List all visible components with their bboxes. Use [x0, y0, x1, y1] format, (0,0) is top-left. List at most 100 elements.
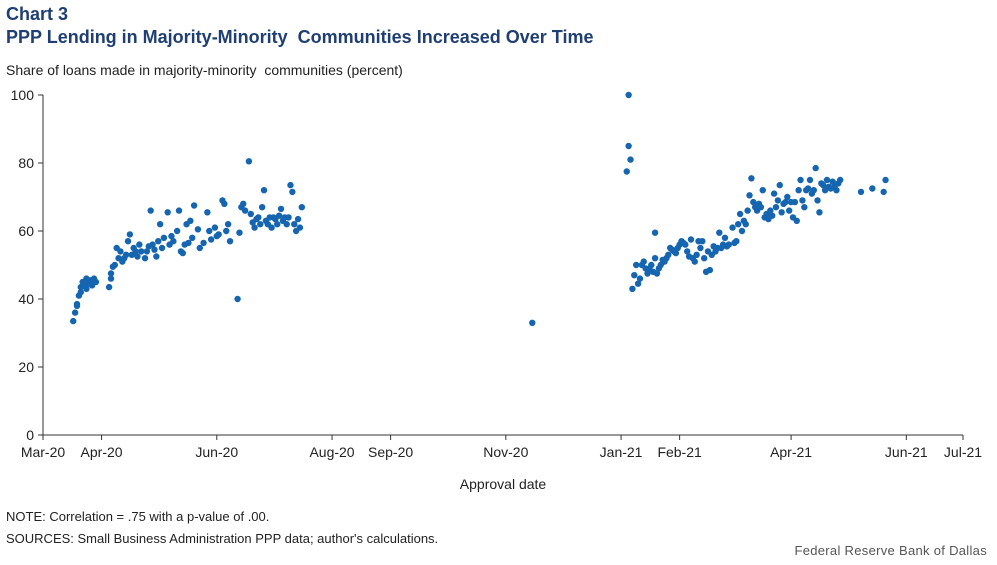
y-tick-label: 20	[18, 359, 34, 375]
data-point	[691, 258, 698, 265]
data-point	[92, 278, 100, 286]
data-point	[786, 207, 793, 214]
y-tick-label: 0	[26, 427, 34, 443]
data-point	[774, 197, 782, 204]
data-point	[185, 239, 192, 247]
data-point	[672, 249, 680, 257]
data-point	[215, 231, 222, 238]
data-point	[644, 270, 651, 277]
data-point	[170, 238, 177, 245]
data-point	[247, 210, 255, 218]
x-tick-label: Apr-20	[81, 444, 123, 460]
x-tick-label: Jun-21	[885, 444, 928, 460]
data-point	[257, 221, 264, 228]
data-point	[782, 198, 789, 206]
data-point	[236, 229, 243, 236]
data-point	[699, 238, 706, 245]
data-point	[625, 91, 632, 99]
data-point	[648, 261, 655, 269]
axes	[42, 95, 963, 436]
data-point	[105, 283, 113, 291]
x-tick-label: Feb-21	[657, 444, 702, 460]
data-point	[234, 295, 241, 303]
data-point	[296, 224, 304, 231]
data-point	[770, 190, 778, 197]
data-point	[693, 251, 700, 258]
data-point	[799, 197, 806, 204]
data-point	[636, 275, 644, 282]
data-point	[275, 212, 283, 219]
data-point	[733, 238, 740, 245]
data-point	[160, 234, 168, 241]
data-point	[736, 210, 744, 218]
sources-text: SOURCES: Small Business Administration P…	[6, 531, 439, 546]
data-point	[194, 226, 202, 233]
x-tick-label: Apr-21	[770, 444, 812, 460]
data-point	[665, 251, 672, 258]
data-point	[71, 309, 79, 316]
credit-text: Federal Reserve Bank of Dallas	[794, 543, 987, 558]
data-point	[706, 266, 714, 274]
data-point	[258, 204, 266, 211]
note-text: NOTE: Correlation = .75 with a p-value o…	[6, 509, 270, 524]
data-point	[189, 234, 196, 241]
data-point	[298, 204, 306, 211]
data-point	[141, 255, 149, 262]
data-point	[812, 164, 819, 172]
y-tick-label: 80	[18, 155, 34, 171]
data-point	[221, 200, 228, 207]
data-point	[748, 175, 755, 182]
data-point	[744, 207, 751, 214]
x-axis-ticks: Mar-20 Apr-20 Jun-20 Aug-20 Sep-20 Nov-20 Jan-…	[21, 435, 982, 460]
data-point	[837, 176, 844, 184]
data-point	[804, 185, 812, 192]
data-point	[223, 227, 230, 235]
data-points	[70, 91, 889, 326]
y-tick-label: 100	[11, 87, 35, 103]
data-point	[833, 187, 840, 194]
data-point	[629, 285, 636, 292]
data-point	[200, 239, 207, 247]
data-point	[631, 272, 638, 279]
x-tick-label: Mar-20	[21, 444, 66, 460]
data-point	[158, 244, 166, 252]
data-point	[746, 192, 753, 199]
x-tick-label: Sep-20	[368, 444, 413, 460]
data-point	[738, 227, 746, 235]
data-point	[151, 246, 158, 253]
data-point	[211, 224, 219, 231]
data-point	[196, 244, 203, 252]
data-point	[287, 181, 294, 189]
x-tick-label: Nov-20	[483, 444, 528, 460]
data-point	[83, 285, 90, 292]
data-point	[77, 289, 84, 296]
data-point	[632, 261, 640, 269]
data-point	[869, 185, 876, 192]
y-tick-label: 40	[18, 291, 34, 307]
data-point	[260, 187, 268, 194]
data-point	[806, 176, 814, 184]
data-point	[810, 187, 817, 194]
data-point	[245, 158, 253, 165]
data-point	[816, 209, 823, 216]
data-point	[255, 214, 262, 221]
data-point	[653, 270, 661, 277]
x-tick-label: Jun-20	[195, 444, 238, 460]
data-point	[155, 238, 162, 245]
data-point	[240, 200, 247, 207]
data-point	[625, 142, 632, 150]
data-point	[70, 317, 77, 325]
data-point	[132, 248, 139, 255]
data-point	[820, 181, 827, 189]
data-point	[291, 221, 298, 228]
data-point	[716, 229, 723, 236]
data-point	[138, 248, 145, 255]
data-point	[168, 232, 175, 240]
data-point	[251, 224, 258, 231]
data-point	[190, 202, 198, 209]
data-point	[187, 217, 194, 224]
data-point	[529, 319, 536, 326]
data-point	[134, 253, 141, 260]
data-point	[627, 156, 634, 163]
data-point	[117, 248, 124, 255]
